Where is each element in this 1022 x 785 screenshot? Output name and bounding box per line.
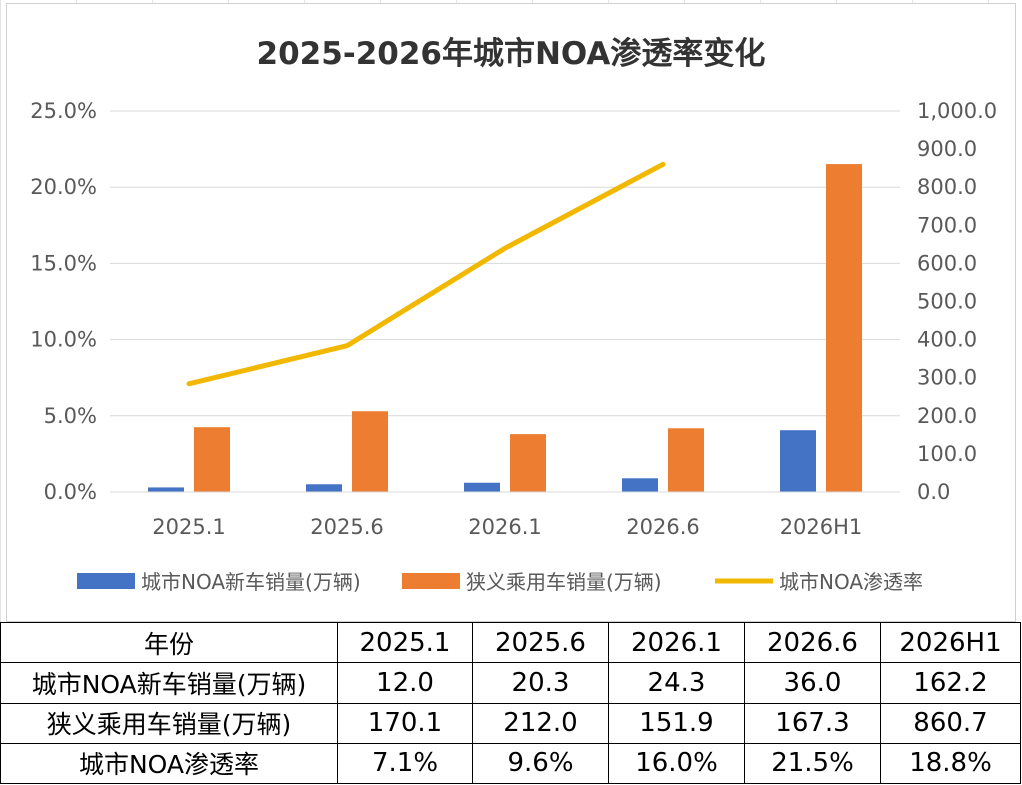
left-tick-label: 10.0%	[30, 328, 97, 352]
right-tick-label: 500.0	[917, 290, 977, 314]
right-tick-label: 700.0	[917, 213, 977, 237]
table-cell: 167.3	[744, 702, 881, 744]
x-tick-label: 2026.6	[626, 515, 699, 539]
legend-label: 城市NOA渗透率	[779, 570, 923, 594]
table-header-cell: 2025.6	[472, 621, 609, 664]
table-row: 狭义乘用车销量(万辆) 170.1 212.0 151.9 167.3 860.…	[0, 702, 1021, 744]
table-header-cell: 2026.1	[608, 621, 745, 664]
bar	[464, 482, 500, 492]
bar	[668, 428, 704, 492]
bar	[194, 427, 230, 492]
bar	[622, 478, 658, 492]
bar	[780, 430, 816, 492]
table-cell: 24.3	[608, 662, 745, 704]
table-cell: 12.0	[337, 662, 473, 704]
bar	[510, 434, 546, 492]
table-cell: 151.9	[608, 702, 745, 744]
table-header-cell: 年份	[0, 621, 338, 664]
table-cell: 城市NOA新车销量(万辆)	[0, 662, 338, 704]
table-header-cell: 2026H1	[880, 621, 1021, 664]
bar	[148, 487, 184, 492]
right-tick-label: 0.0	[917, 480, 950, 504]
table-cell: 20.3	[472, 662, 609, 704]
bars	[148, 164, 862, 492]
left-axis: 0.0% 5.0% 10.0% 15.0% 20.0% 25.0%	[30, 99, 97, 504]
x-tick-label: 2025.6	[310, 515, 383, 539]
chart-area[interactable]: 2025-2026年城市NOA渗透率变化 0.0% 5.0% 10.0% 15.0% 2…	[6, 3, 1016, 622]
legend-swatch	[402, 573, 460, 589]
bar	[352, 411, 388, 492]
right-tick-label: 100.0	[917, 442, 977, 466]
table-cell: 860.7	[880, 702, 1021, 744]
table-cell: 狭义乘用车销量(万辆)	[0, 702, 338, 744]
table-cell: 9.6%	[472, 742, 609, 785]
table-cell: 21.5%	[744, 742, 881, 785]
right-axis: 0.0 100.0 200.0 300.0 400.0 500.0 600.0 700.0 80…	[917, 99, 997, 504]
right-tick-label: 600.0	[917, 251, 977, 275]
legend-swatch	[77, 573, 135, 589]
table-cell: 212.0	[472, 702, 609, 744]
table-cell: 162.2	[880, 662, 1021, 704]
table-header-row: 年份 2025.1 2025.6 2026.1 2026.6 2026H1	[0, 621, 1021, 664]
bar	[826, 164, 862, 492]
x-tick-label: 2026.1	[468, 515, 541, 539]
right-tick-label: 300.0	[917, 366, 977, 390]
bar	[306, 484, 342, 492]
table-cell: 36.0	[744, 662, 881, 704]
table-header-cell: 2026.6	[744, 621, 881, 664]
left-tick-label: 0.0%	[44, 480, 97, 504]
right-tick-label: 400.0	[917, 328, 977, 352]
table-row: 城市NOA新车销量(万辆) 12.0 20.3 24.3 36.0 162.2	[0, 662, 1021, 704]
table-cell: 城市NOA渗透率	[0, 742, 338, 785]
table-cell: 7.1%	[337, 742, 473, 785]
combo-chart: 2025-2026年城市NOA渗透率变化 0.0% 5.0% 10.0% 15.0% 2…	[30, 36, 997, 594]
right-tick-label: 200.0	[917, 404, 977, 428]
chart-title: 2025-2026年城市NOA渗透率变化	[257, 36, 766, 72]
x-tick-label: 2026H1	[780, 515, 863, 539]
table-cell: 16.0%	[608, 742, 745, 785]
table-row: 城市NOA渗透率 7.1% 9.6% 16.0% 21.5% 18.8%	[0, 742, 1021, 785]
left-tick-label: 5.0%	[44, 404, 97, 428]
table-cell: 18.8%	[880, 742, 1021, 785]
x-tick-label: 2025.1	[152, 515, 225, 539]
series-line	[186, 161, 666, 387]
left-tick-label: 20.0%	[30, 175, 97, 199]
table-header-cell: 2025.1	[337, 621, 473, 664]
penetration-line	[186, 161, 666, 387]
gridlines	[110, 110, 900, 417]
right-tick-label: 900.0	[917, 137, 977, 161]
table-cell: 170.1	[337, 702, 473, 744]
legend: 城市NOA新车销量(万辆) 狭义乘用车销量(万辆) 城市NOA渗透率	[77, 570, 923, 594]
left-tick-label: 15.0%	[30, 251, 97, 275]
data-table: 年份 2025.1 2025.6 2026.1 2026.6 2026H1 城市…	[0, 621, 1021, 785]
right-tick-label: 1,000.0	[917, 99, 997, 123]
legend-label: 城市NOA新车销量(万辆)	[141, 570, 361, 594]
x-axis-labels: 2025.1 2025.6 2026.1 2026.6 2026H1	[152, 515, 862, 539]
legend-label: 狭义乘用车销量(万辆)	[466, 570, 662, 594]
right-tick-label: 800.0	[917, 175, 977, 199]
left-tick-label: 25.0%	[30, 99, 97, 123]
